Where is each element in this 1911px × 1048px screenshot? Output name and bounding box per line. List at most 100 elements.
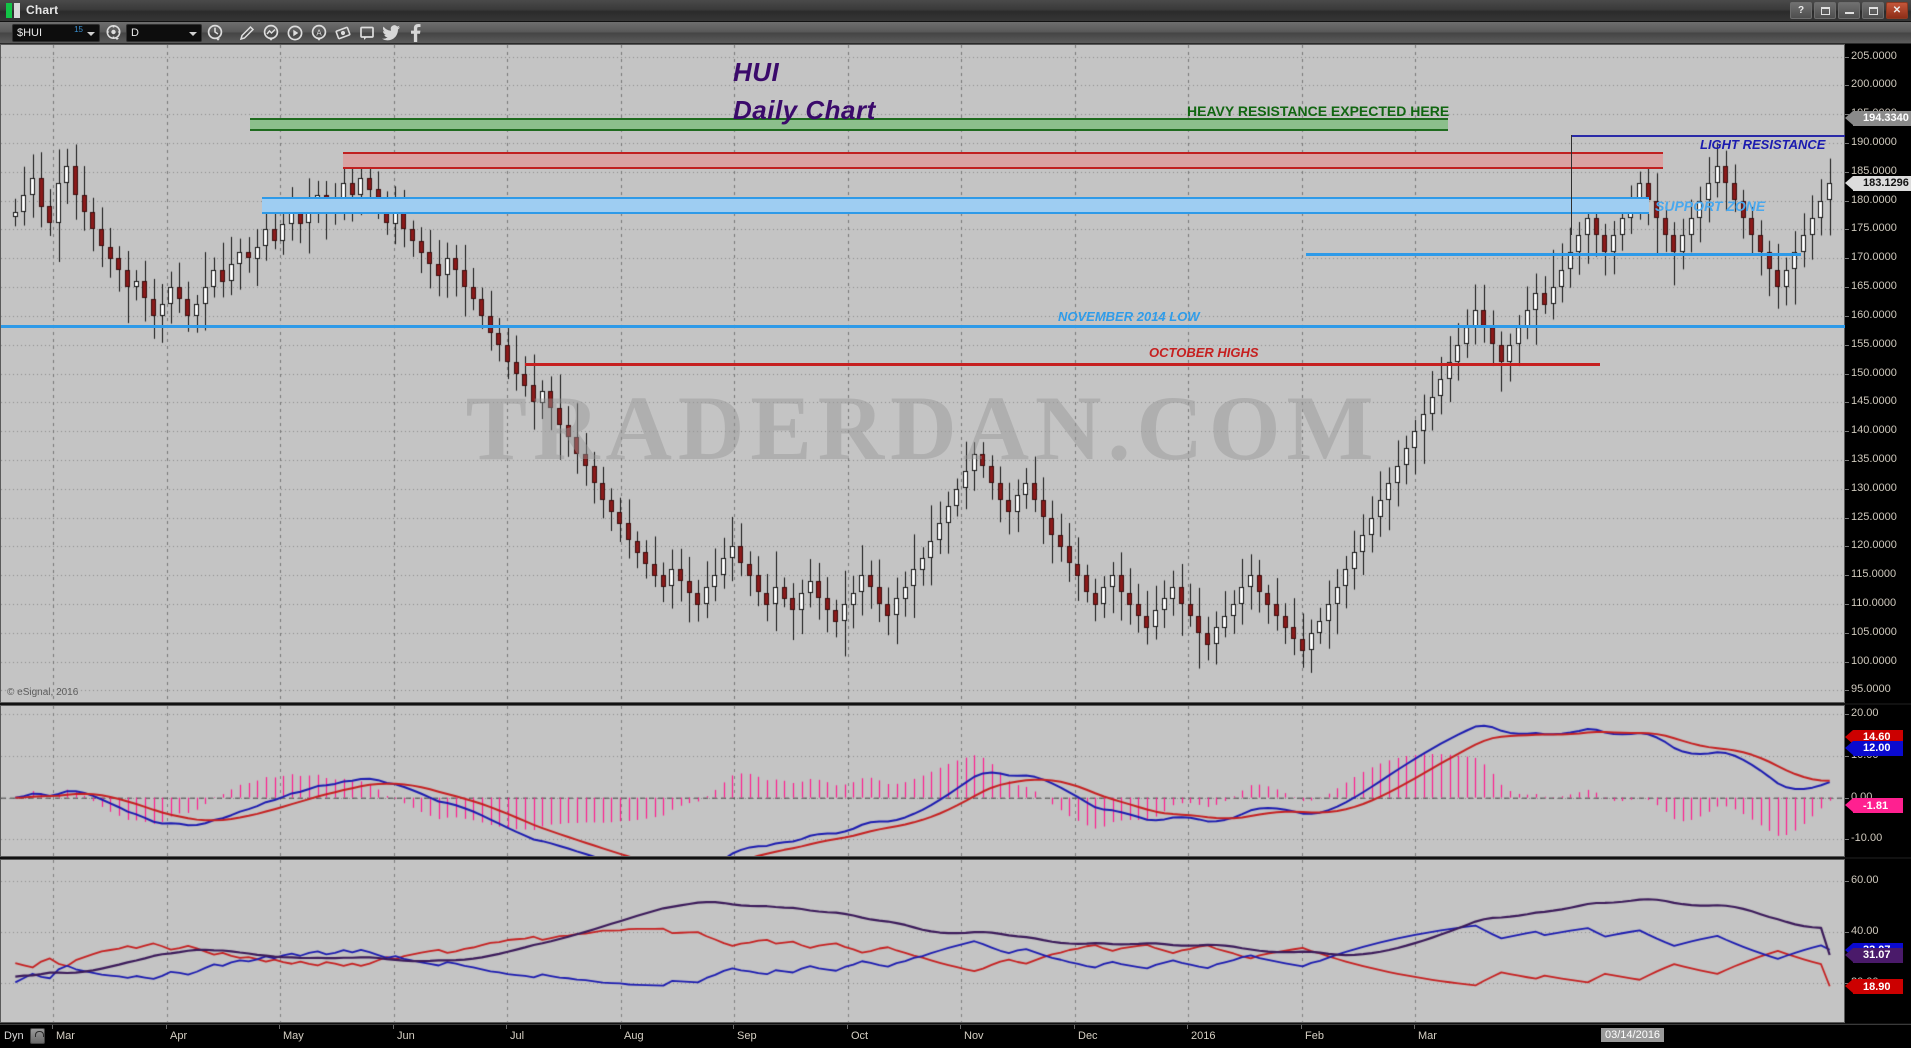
adx-tick-40.00: 40.00 bbox=[1851, 925, 1879, 937]
axis-tickmark bbox=[1845, 402, 1849, 404]
adx-tick-60.00: 60.00 bbox=[1851, 873, 1879, 886]
adx-pane[interactable] bbox=[0, 859, 1845, 1023]
help-button[interactable]: ? bbox=[1790, 2, 1812, 19]
macd-tag-signal: 12.00 bbox=[1845, 740, 1903, 756]
draw-pencil-icon[interactable] bbox=[236, 23, 258, 43]
restore-button[interactable] bbox=[1814, 2, 1836, 19]
price-tick-200: 200.0000 bbox=[1851, 78, 1897, 91]
price-tick-130: 130.0000 bbox=[1851, 481, 1897, 494]
minimize-button[interactable] bbox=[1838, 2, 1860, 19]
time-label-May: May bbox=[283, 1030, 304, 1042]
axis-tickmark bbox=[1845, 315, 1849, 317]
line-support-lower bbox=[1306, 253, 1801, 256]
axis-tickmark bbox=[1845, 661, 1849, 663]
comment-icon[interactable] bbox=[356, 23, 378, 43]
zone-support bbox=[262, 197, 1649, 214]
annotation-heavy-resistance: HEAVY RESISTANCE EXPECTED HERE bbox=[1187, 103, 1450, 119]
price-tick-165: 165.0000 bbox=[1851, 280, 1897, 293]
candlestick-canvas bbox=[1, 45, 1844, 702]
axis-tickmark bbox=[1845, 258, 1849, 260]
time-label-Dec: Dec bbox=[1078, 1030, 1098, 1042]
copyright-label: © eSignal, 2016 bbox=[7, 687, 79, 698]
price-chart-pane[interactable]: TRADERDAN.COM HUI Daily Chart HEAVY RESI… bbox=[0, 44, 1859, 703]
macd-canvas bbox=[1, 706, 1844, 856]
window-buttons: ? ✕ bbox=[1790, 2, 1908, 19]
time-tickmark bbox=[506, 1025, 507, 1029]
time-label-Oct: Oct bbox=[851, 1030, 869, 1042]
time-tickmark bbox=[847, 1025, 848, 1029]
axis-tickmark bbox=[1845, 575, 1849, 577]
time-label-Sep: Sep bbox=[737, 1030, 757, 1042]
alert-icon[interactable]: A bbox=[308, 23, 330, 43]
axis-tickmark bbox=[1845, 142, 1849, 144]
chevron-down-icon[interactable] bbox=[87, 31, 95, 36]
close-button[interactable]: ✕ bbox=[1886, 2, 1908, 19]
bar-chart-icon bbox=[6, 3, 22, 18]
macd-tick--10.00: -10.00 bbox=[1851, 832, 1883, 845]
axis-tickmark bbox=[1845, 229, 1849, 231]
price-tick-175: 175.0000 bbox=[1851, 222, 1897, 235]
time-tickmark bbox=[960, 1025, 961, 1029]
price-tick-185: 185.0000 bbox=[1851, 164, 1897, 177]
line-light-resistance-top bbox=[1571, 135, 1859, 137]
page-title: HUI Daily Chart bbox=[733, 53, 876, 129]
price-axis[interactable]: 205.0000200.0000195.0000190.0000185.0000… bbox=[1845, 44, 1911, 703]
time-label-Feb: Feb bbox=[1305, 1030, 1324, 1042]
chart-title-line-1: HUI bbox=[733, 57, 780, 87]
macd-pane[interactable] bbox=[0, 705, 1845, 857]
twitter-icon[interactable] bbox=[380, 23, 402, 43]
line-light-resistance-left bbox=[1571, 135, 1572, 235]
time-axis[interactable]: Dyn Mar Apr May Jun Jul Aug Sep Oct Nov Dec 2016 Fe… bbox=[0, 1024, 1911, 1048]
axis-tickmark bbox=[1845, 56, 1849, 58]
axis-tickmark bbox=[1845, 431, 1849, 433]
price-tick-135: 135.0000 bbox=[1851, 452, 1897, 465]
axis-tickmark bbox=[1845, 546, 1849, 548]
period-select[interactable]: D bbox=[126, 23, 202, 42]
zone-heavy-resistance bbox=[250, 118, 1448, 131]
time-tickmark bbox=[166, 1025, 167, 1029]
time-template-icon[interactable] bbox=[204, 23, 226, 43]
axis-tickmark bbox=[1845, 200, 1849, 202]
time-tickmark bbox=[393, 1025, 394, 1029]
time-label-Jul: Jul bbox=[510, 1030, 525, 1042]
axis-tickmark bbox=[1845, 604, 1849, 606]
price-tick-95: 95.0000 bbox=[1851, 683, 1891, 696]
chevron-down-icon[interactable] bbox=[189, 31, 197, 36]
playback-icon[interactable] bbox=[284, 23, 306, 43]
price-tick-190: 190.0000 bbox=[1851, 135, 1897, 148]
symbol-value: $HUI bbox=[17, 26, 43, 39]
axis-tickmark bbox=[1845, 373, 1849, 375]
facebook-icon[interactable] bbox=[404, 23, 426, 43]
time-label-Jun: Jun bbox=[397, 1030, 415, 1042]
study-icon[interactable] bbox=[260, 23, 282, 43]
svg-text:A: A bbox=[316, 28, 322, 37]
lock-icon[interactable] bbox=[30, 1028, 45, 1044]
symbol-settings-icon[interactable] bbox=[102, 23, 124, 43]
time-tickmark bbox=[1301, 1025, 1302, 1029]
time-label-Nov: Nov bbox=[964, 1030, 984, 1042]
time-tickmark bbox=[1187, 1025, 1188, 1029]
annotation-light-resistance: LIGHT RESISTANCE bbox=[1700, 137, 1826, 152]
price-tick-110: 110.0000 bbox=[1851, 597, 1897, 610]
time-label-2016: 2016 bbox=[1191, 1030, 1216, 1042]
macd-tick-20.00: 20.00 bbox=[1851, 707, 1879, 720]
price-tick-105: 105.0000 bbox=[1851, 625, 1897, 638]
title-bar: Chart ? ✕ bbox=[0, 0, 1911, 22]
maximize-button[interactable] bbox=[1862, 2, 1884, 19]
axis-tickmark bbox=[1845, 714, 1849, 716]
annotation-icon[interactable] bbox=[332, 23, 354, 43]
price-tick-160: 160.0000 bbox=[1851, 308, 1897, 321]
axis-tickmark bbox=[1845, 171, 1849, 173]
time-label-Mar: Mar bbox=[56, 1030, 75, 1042]
annotation-support-zone: SUPPORT ZONE bbox=[1655, 198, 1766, 214]
symbol-input[interactable]: $HUI 15 bbox=[12, 23, 100, 42]
line-november-2014-low bbox=[1, 325, 1846, 328]
price-tick-120: 120.0000 bbox=[1851, 539, 1897, 552]
time-label-Aug: Aug bbox=[624, 1030, 644, 1042]
adx-tag-di-minus: 18.90 bbox=[1845, 979, 1903, 995]
price-tick-205: 205.0000 bbox=[1851, 49, 1897, 62]
axis-tickmark bbox=[1845, 287, 1849, 289]
